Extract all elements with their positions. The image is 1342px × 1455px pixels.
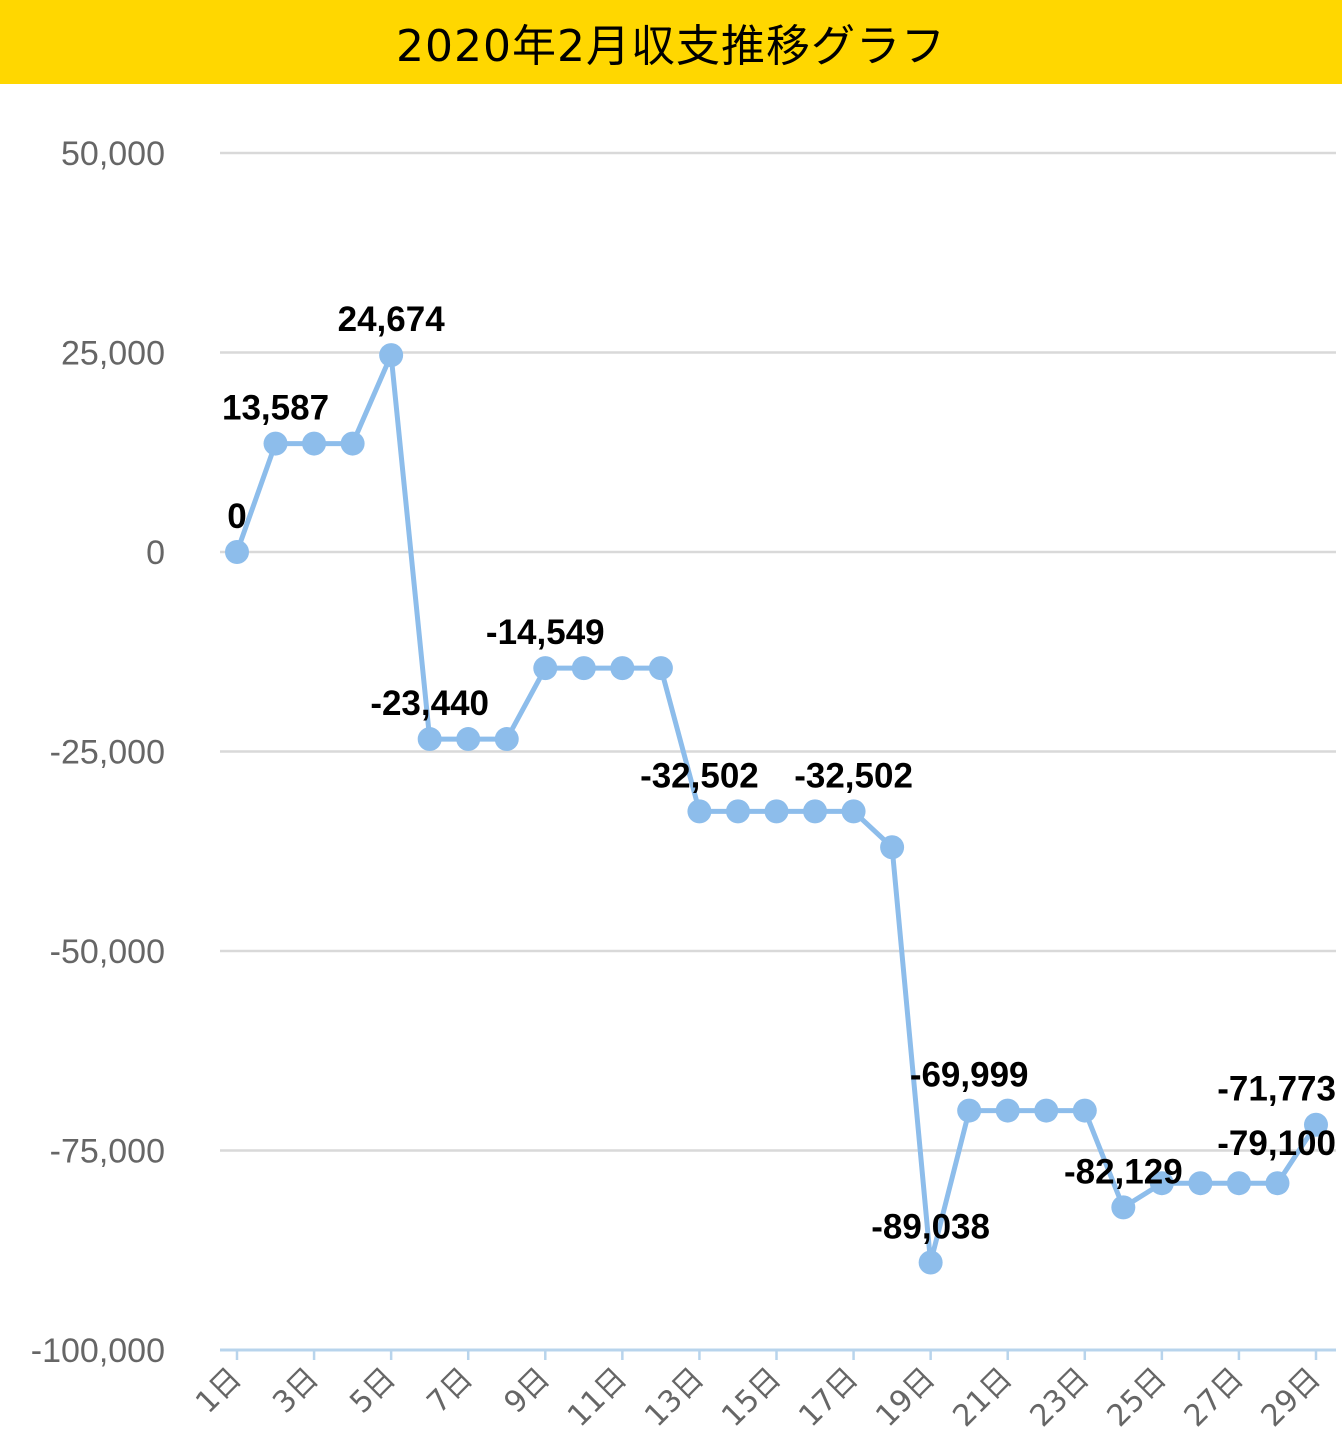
data-label: -32,502 [640,756,759,795]
x-tick-label: 13日 [638,1361,711,1434]
data-label: -32,502 [794,756,913,795]
data-point [841,799,866,824]
x-tick-label: 7日 [420,1361,479,1420]
y-tick-label: -50,000 [50,933,165,971]
x-tick-label: 11日 [561,1361,634,1434]
data-point [340,431,365,456]
data-label: -23,440 [370,684,489,723]
data-point [1111,1195,1136,1220]
x-tick-label: 5日 [343,1361,402,1420]
data-point [1188,1171,1213,1196]
data-point [379,343,404,368]
data-label: -82,129 [1064,1152,1183,1191]
chart-title: 2020年2月収支推移グラフ [396,21,946,72]
x-tick-label: 17日 [792,1361,865,1434]
x-tick-label: 3日 [266,1361,325,1420]
data-label: 24,674 [338,300,446,339]
title-bar: 2020年2月収支推移グラフ [0,0,1342,84]
data-point [1265,1171,1290,1196]
data-label: -79,100 [1217,1124,1336,1163]
data-point [957,1098,982,1123]
y-tick-label: 0 [146,534,165,572]
data-point [648,656,673,681]
y-tick-label: -25,000 [50,734,165,772]
x-tick-label: 21日 [946,1361,1019,1434]
data-point [1149,1171,1174,1196]
data-point [687,799,712,824]
data-point [263,431,288,456]
data-label: -71,773 [1217,1070,1336,1109]
data-point [880,835,905,860]
data-point [225,540,249,564]
data-label: 0 [227,497,246,536]
x-tick-label: 9日 [497,1361,556,1420]
data-label: -69,999 [910,1056,1029,1095]
x-tick-label: 19日 [869,1361,942,1434]
y-tick-label: -100,000 [31,1332,165,1370]
data-label: -89,038 [871,1208,990,1247]
data-label: 13,587 [222,389,329,428]
data-label: -14,549 [486,613,605,652]
data-point [302,431,327,456]
data-point [1304,1112,1328,1137]
y-tick-label: 50,000 [61,135,165,173]
x-tick-label: 25日 [1101,1361,1174,1434]
data-point [995,1098,1020,1123]
data-point [1072,1098,1097,1123]
x-tick-label: 23日 [1023,1361,1096,1434]
data-point [571,656,596,681]
data-point [1226,1171,1251,1196]
data-point [533,656,558,681]
data-point [725,799,750,824]
data-point [764,799,789,824]
y-tick-label: 25,000 [61,335,165,373]
data-point [918,1250,943,1275]
x-tick-label: 1日 [189,1361,248,1420]
y-tick-label: -75,000 [50,1133,165,1171]
x-tick-label: 27日 [1178,1361,1251,1434]
data-point [494,727,519,752]
x-tick-label: 15日 [715,1361,788,1434]
x-tick-label: 29日 [1255,1361,1328,1434]
data-point [803,799,828,824]
data-point [417,727,442,752]
data-point [1034,1098,1059,1123]
data-point [610,656,635,681]
data-point [456,727,481,752]
